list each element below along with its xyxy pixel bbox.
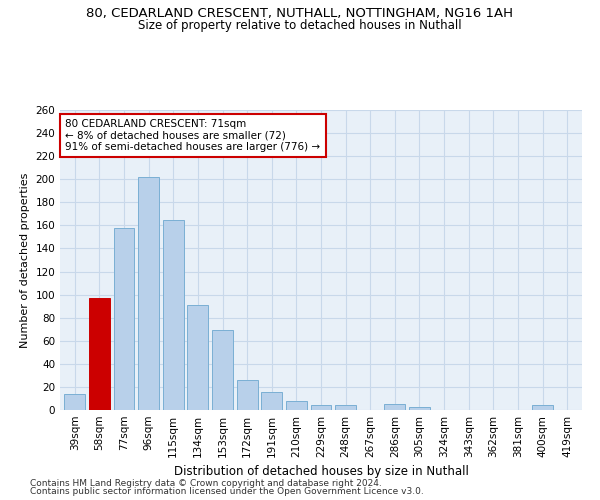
Bar [385, 404, 406, 410]
Bar [286, 401, 307, 410]
Text: 80, CEDARLAND CRESCENT, NUTHALL, NOTTINGHAM, NG16 1AH: 80, CEDARLAND CRESCENT, NUTHALL, NOTTING… [86, 8, 514, 20]
Bar [335, 406, 356, 410]
Bar [311, 406, 331, 410]
Text: 80 CEDARLAND CRESCENT: 71sqm
← 8% of detached houses are smaller (72)
91% of sem: 80 CEDARLAND CRESCENT: 71sqm ← 8% of det… [65, 119, 320, 152]
Bar [89, 298, 110, 410]
Bar [64, 394, 85, 410]
Bar [532, 406, 553, 410]
Text: Contains public sector information licensed under the Open Government Licence v3: Contains public sector information licen… [30, 487, 424, 496]
Bar [261, 392, 282, 410]
Bar [212, 330, 233, 410]
Bar [236, 380, 257, 410]
Bar [138, 177, 159, 410]
Y-axis label: Number of detached properties: Number of detached properties [20, 172, 30, 348]
Bar [163, 220, 184, 410]
Bar [113, 228, 134, 410]
Bar [187, 305, 208, 410]
Text: Size of property relative to detached houses in Nuthall: Size of property relative to detached ho… [138, 19, 462, 32]
X-axis label: Distribution of detached houses by size in Nuthall: Distribution of detached houses by size … [173, 466, 469, 478]
Text: Contains HM Land Registry data © Crown copyright and database right 2024.: Contains HM Land Registry data © Crown c… [30, 478, 382, 488]
Bar [409, 406, 430, 410]
